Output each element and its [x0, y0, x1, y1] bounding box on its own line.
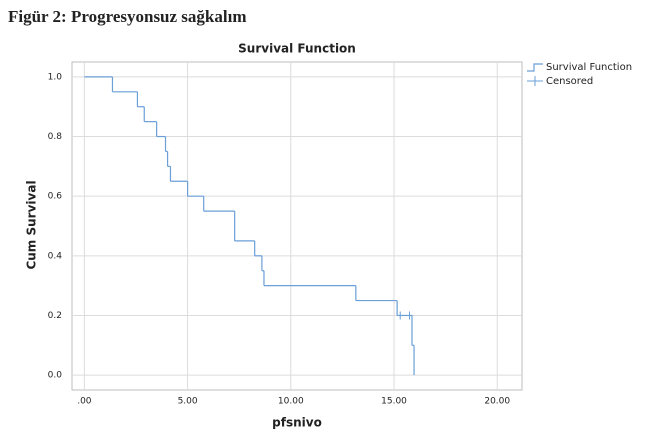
legend-swatch — [527, 63, 543, 72]
x-tick-label: 20.00 — [484, 397, 510, 407]
x-tick-label: .00 — [77, 397, 92, 407]
legend-label: Censored — [546, 76, 593, 87]
y-axis-label: Cum Survival — [25, 180, 39, 269]
figure-heading: Figür 2: Progresyonsuz sağkalım — [8, 7, 246, 26]
x-tick-label: 10.00 — [278, 397, 304, 407]
legend-label: Survival Function — [546, 62, 632, 73]
y-tick-label: 1.0 — [48, 72, 63, 82]
chart-title: Survival Function — [238, 42, 356, 56]
y-tick-label: 0.0 — [48, 371, 63, 381]
y-tick-label: 0.2 — [48, 311, 62, 321]
censored-mark — [406, 311, 413, 320]
x-tick-label: 5.00 — [178, 397, 198, 407]
legend-swatch — [527, 76, 543, 86]
y-tick-label: 0.4 — [48, 251, 63, 261]
plot-frame — [71, 61, 523, 391]
x-tick-label: 15.00 — [381, 397, 407, 407]
x-axis-label: pfsnivo — [272, 416, 322, 430]
y-tick-label: 0.8 — [48, 132, 63, 142]
censored-mark — [397, 311, 404, 320]
y-tick-label: 0.6 — [48, 192, 63, 202]
